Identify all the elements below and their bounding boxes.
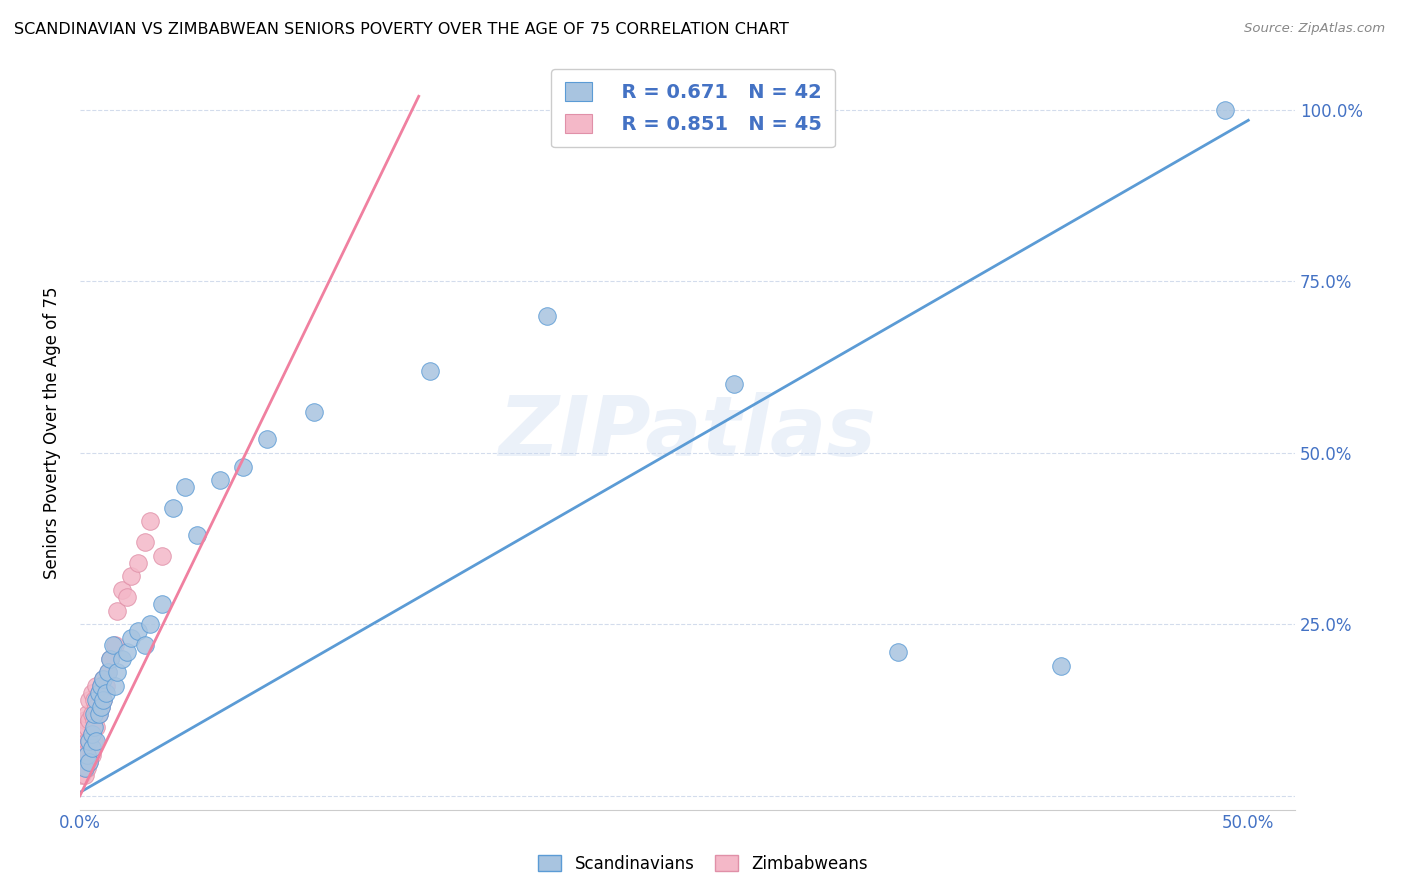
Text: SCANDINAVIAN VS ZIMBABWEAN SENIORS POVERTY OVER THE AGE OF 75 CORRELATION CHART: SCANDINAVIAN VS ZIMBABWEAN SENIORS POVER… [14,22,789,37]
Point [302,405,325,419]
Point [84,720,107,734]
Point [104,679,127,693]
Point [73,714,96,728]
Point [76,706,98,721]
Point [87,686,110,700]
Point [536,309,558,323]
Point [1050,658,1073,673]
Point [98,651,121,665]
Point [91,693,114,707]
Point [84,734,107,748]
Point [80,740,103,755]
Point [83,714,105,728]
Point [73,768,96,782]
Point [91,672,114,686]
Point [105,604,128,618]
Point [76,734,98,748]
Point [76,761,98,775]
Point [162,500,184,515]
Point [150,597,173,611]
Point [80,727,103,741]
Point [127,556,149,570]
Point [209,474,232,488]
Text: ZIPatlas: ZIPatlas [499,392,876,473]
Point [70,755,93,769]
Point [105,665,128,680]
Point [73,761,96,775]
Point [419,363,441,377]
Point [139,617,162,632]
Point [1213,103,1236,117]
Point [83,706,105,721]
Point [77,755,100,769]
Legend:   R = 0.671   N = 42,   R = 0.851   N = 45: R = 0.671 N = 42, R = 0.851 N = 45 [551,69,835,147]
Point [77,734,100,748]
Point [70,768,93,782]
Point [120,631,142,645]
Point [76,747,98,762]
Point [73,740,96,755]
Point [120,569,142,583]
Point [98,651,121,665]
Point [104,638,127,652]
Point [84,699,107,714]
Point [87,706,110,721]
Point [77,714,100,728]
Point [97,665,120,680]
Point [150,549,173,563]
Point [87,686,110,700]
Point [256,432,278,446]
Point [887,645,910,659]
Point [90,679,112,693]
Point [101,638,124,652]
Point [723,377,745,392]
Point [77,693,100,707]
Point [80,706,103,721]
Point [94,679,117,693]
Point [115,590,138,604]
Point [94,686,117,700]
Point [77,734,100,748]
Point [111,583,134,598]
Point [83,734,105,748]
Point [80,747,103,762]
Point [73,727,96,741]
Point [91,693,114,707]
Point [70,740,93,755]
Point [80,727,103,741]
Point [84,679,107,693]
Point [134,535,156,549]
Point [73,755,96,769]
Text: Source: ZipAtlas.com: Source: ZipAtlas.com [1244,22,1385,36]
Point [90,699,112,714]
Legend: Scandinavians, Zimbabweans: Scandinavians, Zimbabweans [531,848,875,880]
Point [111,651,134,665]
Point [134,638,156,652]
Point [186,528,208,542]
Point [127,624,149,639]
Point [77,755,100,769]
Point [76,747,98,762]
Point [83,693,105,707]
Point [83,720,105,734]
Point [84,693,107,707]
Point [80,686,103,700]
Y-axis label: Seniors Poverty Over the Age of 75: Seniors Poverty Over the Age of 75 [44,286,60,579]
Point [97,665,120,680]
Point [139,515,162,529]
Point [91,672,114,686]
Point [90,699,112,714]
Point [87,706,110,721]
Point [174,480,197,494]
Point [76,720,98,734]
Point [115,645,138,659]
Point [90,679,112,693]
Point [232,459,254,474]
